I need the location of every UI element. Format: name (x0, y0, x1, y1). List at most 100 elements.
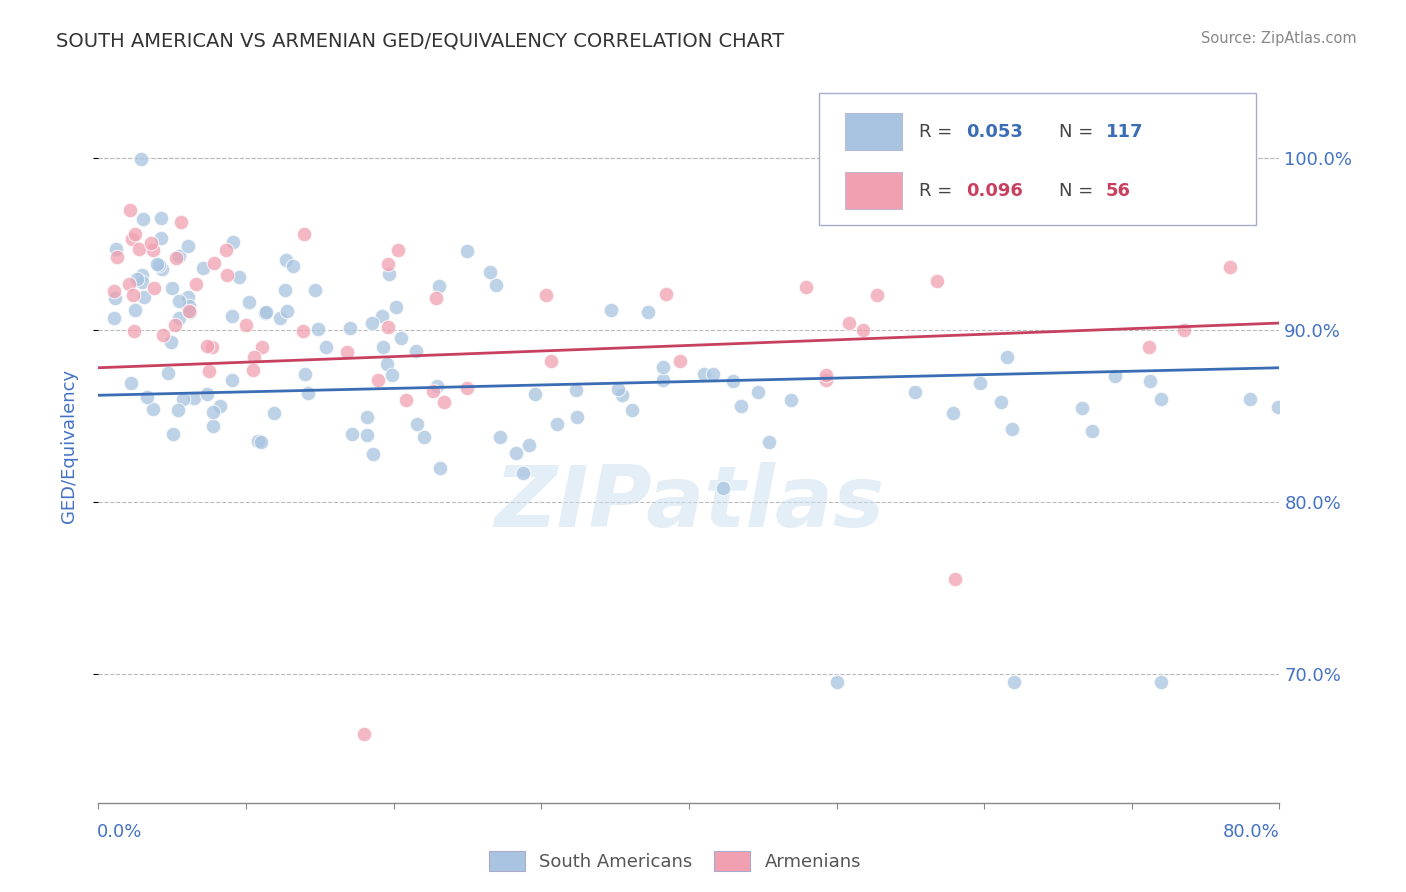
Point (104, 243, 127, 257)
Point (122, 288, 145, 302)
Point (105, 250, 128, 264)
Point (1267, 401, 1289, 415)
Point (655, 286, 678, 301)
Point (292, 324, 315, 338)
Text: SOUTH AMERICAN VS ARMENIAN GED/EQUIVALENCY CORRELATION CHART: SOUTH AMERICAN VS ARMENIAN GED/EQUIVALEN… (56, 31, 785, 50)
FancyBboxPatch shape (818, 93, 1256, 225)
Point (242, 363, 264, 377)
Point (534, 288, 557, 302)
Point (422, 384, 444, 398)
Point (1209, 151, 1232, 165)
Point (221, 309, 243, 323)
Point (124, 227, 146, 242)
Point (361, 316, 384, 330)
Text: R =: R = (920, 123, 959, 141)
Text: 0.096: 0.096 (966, 182, 1024, 200)
Point (669, 353, 692, 368)
Point (307, 322, 329, 336)
Point (250, 434, 273, 449)
Point (838, 316, 860, 330)
Point (485, 277, 508, 292)
Point (429, 461, 451, 475)
Point (540, 353, 562, 368)
Point (167, 403, 190, 417)
Point (942, 406, 965, 420)
Point (124, 303, 146, 318)
Point (315, 340, 337, 354)
Point (148, 258, 170, 272)
Point (131, 275, 153, 289)
Point (852, 323, 875, 337)
Point (637, 305, 659, 319)
Point (149, 211, 172, 225)
Point (297, 386, 319, 401)
Point (197, 339, 219, 353)
Point (238, 294, 260, 309)
Point (103, 310, 125, 325)
Text: 56: 56 (1107, 182, 1130, 200)
Point (356, 410, 378, 425)
Point (283, 259, 305, 273)
Point (721, 375, 744, 389)
Point (129, 152, 152, 166)
Point (620, 403, 643, 417)
Point (1219, 260, 1241, 274)
Point (177, 290, 200, 304)
Point (413, 430, 436, 444)
Point (405, 343, 427, 358)
Point (377, 357, 399, 371)
Point (969, 376, 991, 391)
Point (336, 345, 359, 359)
Point (215, 243, 238, 257)
Point (387, 243, 409, 257)
Point (711, 481, 734, 495)
Point (165, 251, 187, 265)
Point (128, 243, 150, 257)
Point (204, 256, 226, 270)
Point (1139, 374, 1161, 388)
Point (371, 340, 394, 354)
Point (276, 304, 298, 318)
Point (122, 324, 145, 338)
Point (135, 390, 157, 404)
Point (162, 427, 184, 442)
Point (179, 304, 201, 318)
Point (125, 272, 148, 286)
Point (142, 243, 165, 257)
Point (406, 417, 429, 432)
Text: 0.053: 0.053 (966, 123, 1024, 141)
Point (170, 215, 193, 229)
Point (505, 445, 527, 459)
Text: 80.0%: 80.0% (1223, 823, 1279, 841)
Point (758, 435, 780, 450)
Point (425, 291, 447, 305)
Point (426, 378, 449, 392)
Y-axis label: GED/Equivalency: GED/Equivalency (59, 369, 77, 523)
Point (488, 430, 510, 444)
Text: 0.0%: 0.0% (97, 823, 142, 841)
Point (197, 387, 219, 401)
Point (927, 274, 949, 288)
Point (353, 727, 375, 741)
Point (385, 301, 408, 315)
Point (825, 675, 848, 690)
Point (177, 299, 200, 313)
Point (142, 401, 165, 416)
Point (1000, 421, 1022, 435)
Point (167, 293, 190, 308)
Point (253, 306, 276, 320)
Point (177, 239, 200, 253)
Text: N =: N = (1059, 123, 1098, 141)
Point (990, 395, 1012, 409)
Point (254, 304, 277, 318)
Point (183, 391, 205, 405)
Point (427, 279, 450, 293)
Point (215, 268, 238, 282)
Point (121, 231, 143, 245)
Point (1173, 323, 1195, 337)
Point (367, 373, 389, 387)
Point (599, 302, 621, 317)
Point (163, 318, 186, 333)
Point (456, 381, 478, 395)
Point (651, 372, 673, 386)
